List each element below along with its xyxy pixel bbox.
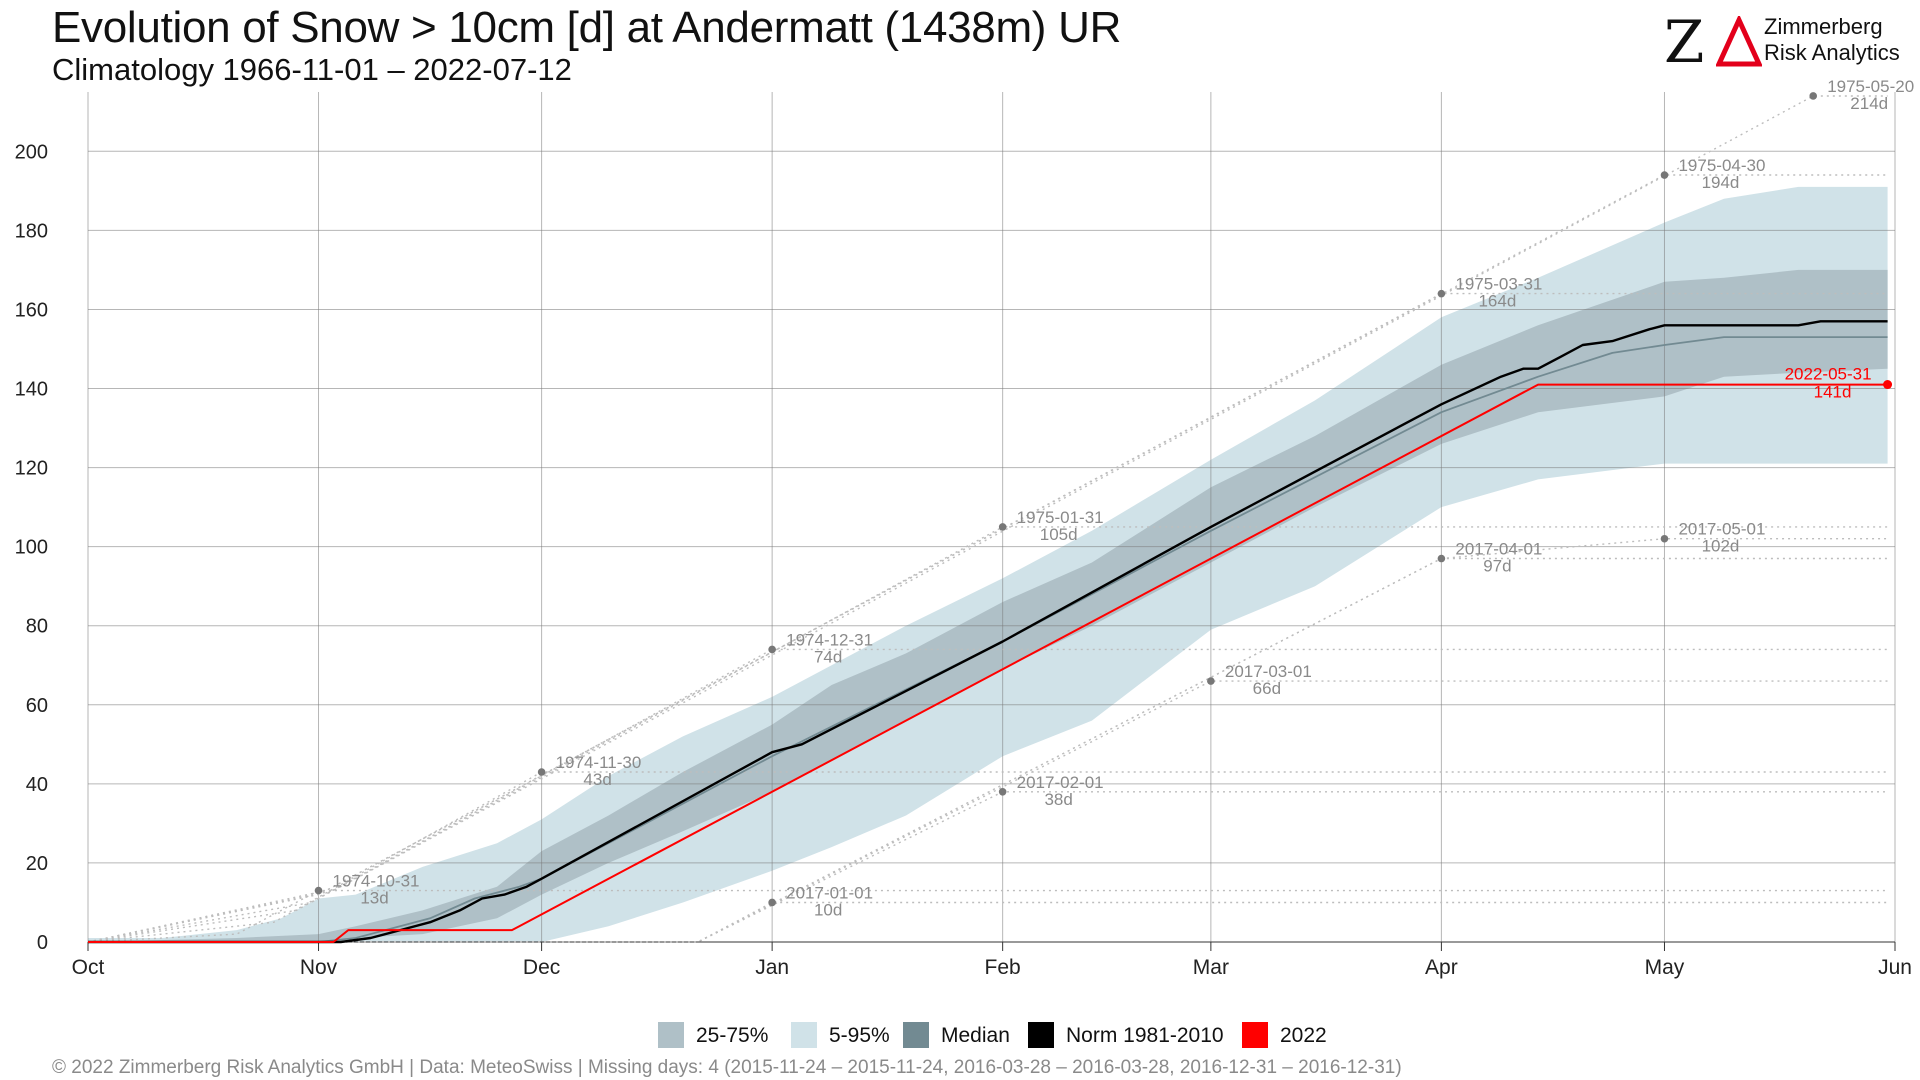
annotation-date-label: 1975-03-31 bbox=[1455, 275, 1542, 294]
annotation-date-label: 2017-05-01 bbox=[1678, 520, 1765, 539]
y-tick-label: 180 bbox=[15, 220, 48, 242]
annotation-value-label: 66d bbox=[1253, 679, 1281, 698]
record-point-marker bbox=[1207, 677, 1215, 685]
annotation-date-label: 1975-01-31 bbox=[1017, 508, 1104, 527]
annotation-value-label: 141d bbox=[1814, 383, 1852, 402]
record-dotted-line bbox=[88, 557, 1888, 943]
annotation-value-label: 105d bbox=[1040, 525, 1078, 544]
legend-label: 5-95% bbox=[829, 1024, 890, 1047]
annotation-date-label: 2017-03-01 bbox=[1225, 662, 1312, 681]
median-line bbox=[88, 336, 1888, 943]
record-point-marker bbox=[768, 898, 776, 907]
record-point-marker bbox=[998, 523, 1007, 531]
annotation-date-label: 2017-04-01 bbox=[1455, 540, 1542, 559]
record-point-marker bbox=[314, 886, 323, 895]
year-2022-line bbox=[88, 383, 1888, 943]
chart-legend: 25-75% 5-95% Median Norm 1981-2010 2022 bbox=[0, 1018, 1920, 1054]
y-tick-label: 60 bbox=[26, 695, 48, 717]
annotation-value-label: 38d bbox=[1044, 790, 1072, 809]
x-tick-label: Oct bbox=[72, 956, 105, 979]
chart-title: Evolution of Snow > 10cm [d] at Andermat… bbox=[52, 3, 1122, 52]
legend-label: 2022 bbox=[1280, 1024, 1327, 1047]
y-tick-label: 80 bbox=[26, 616, 48, 638]
annotation-value-label: 13d bbox=[360, 889, 388, 908]
logo-z-letter: Z bbox=[1664, 8, 1705, 76]
legend-swatch-median bbox=[903, 1022, 929, 1048]
annotation-value-label: 10d bbox=[814, 900, 842, 919]
annotation-value-label: 164d bbox=[1478, 292, 1516, 311]
y-tick-label: 200 bbox=[15, 141, 48, 163]
y-tick-label: 40 bbox=[26, 774, 48, 796]
norm-line bbox=[88, 320, 1888, 944]
record-point-marker bbox=[537, 768, 546, 776]
y-tick-label: 160 bbox=[15, 299, 48, 321]
annotation-date-label: 1975-04-30 bbox=[1678, 156, 1765, 175]
record-point-marker bbox=[768, 645, 776, 654]
logo-text-line2: Risk Analytics bbox=[1764, 40, 1900, 65]
x-tick-label: Apr bbox=[1425, 956, 1458, 979]
record-dotted-line bbox=[87, 174, 1888, 943]
record-dotted-line bbox=[87, 889, 1888, 943]
annotation-value-label: 214d bbox=[1850, 94, 1888, 113]
x-tick-label: Jan bbox=[755, 956, 789, 979]
legend-label: 25-75% bbox=[696, 1024, 769, 1047]
company-logo: Z Zimmerberg Risk Analytics bbox=[1664, 10, 1904, 74]
x-tick-label: Dec bbox=[523, 956, 560, 979]
chart-canvas: 0 20 40 60 80 100 120 140 160 180 200 Oct Nov Dec Jan F… bbox=[15, 77, 1915, 979]
y-tick-label: 120 bbox=[15, 458, 48, 480]
record-point-marker bbox=[1437, 554, 1446, 563]
annotation-date-label: 2017-02-01 bbox=[1017, 773, 1104, 792]
annotation-date-label: 2017-01-01 bbox=[786, 883, 873, 902]
chart-subtitle: Climatology 1966-11-01 – 2022-07-12 bbox=[52, 52, 572, 87]
record-point-marker bbox=[1660, 534, 1669, 543]
annotation-value-label: 102d bbox=[1702, 537, 1740, 556]
x-tick-label: Jun bbox=[1878, 956, 1912, 979]
legend-swatch-2022 bbox=[1242, 1022, 1268, 1048]
annotation-date-label: 1974-10-31 bbox=[333, 872, 420, 891]
footer-credits: © 2022 Zimmerberg Risk Analytics GmbH | … bbox=[52, 1057, 1402, 1078]
y-tick-label: 140 bbox=[15, 379, 48, 401]
legend-swatch-5-95 bbox=[791, 1022, 817, 1048]
annotation-date-label: 2022-05-31 bbox=[1785, 365, 1872, 384]
logo-text-line1: Zimmerberg bbox=[1764, 14, 1883, 39]
record-point-marker bbox=[1437, 289, 1446, 298]
current-point-marker bbox=[1883, 380, 1893, 390]
annotation-date-label: 1975-05-20 bbox=[1827, 77, 1914, 96]
record-dotted-line bbox=[88, 791, 1888, 943]
record-dotted-line bbox=[87, 648, 1888, 943]
annotation-value-label: 194d bbox=[1702, 173, 1740, 192]
logo-triangle-icon bbox=[1716, 16, 1762, 67]
legend-label: Median bbox=[941, 1024, 1010, 1047]
legend-swatch-norm bbox=[1028, 1022, 1054, 1048]
record-dotted-line bbox=[87, 95, 1888, 943]
annotation-value-label: 97d bbox=[1483, 557, 1511, 576]
x-tick-label: May bbox=[1645, 956, 1685, 979]
y-tick-label: 20 bbox=[26, 853, 48, 875]
record-point-marker bbox=[1809, 92, 1818, 100]
x-tick-label: Mar bbox=[1193, 956, 1229, 979]
y-tick-label: 0 bbox=[37, 932, 48, 954]
annotation-value-label: 74d bbox=[814, 647, 842, 666]
y-tick-label: 100 bbox=[15, 537, 48, 559]
legend-label: Norm 1981-2010 bbox=[1066, 1024, 1224, 1047]
annotation-date-label: 1974-12-31 bbox=[786, 630, 873, 649]
x-tick-label: Feb bbox=[985, 956, 1021, 979]
legend-swatch-25-75 bbox=[658, 1022, 684, 1048]
x-tick-label: Nov bbox=[300, 956, 338, 979]
record-point-marker bbox=[998, 787, 1007, 796]
annotation-value-label: 43d bbox=[583, 770, 611, 789]
annotation-date-label: 1974-11-30 bbox=[556, 753, 642, 772]
record-point-marker bbox=[1660, 171, 1669, 179]
